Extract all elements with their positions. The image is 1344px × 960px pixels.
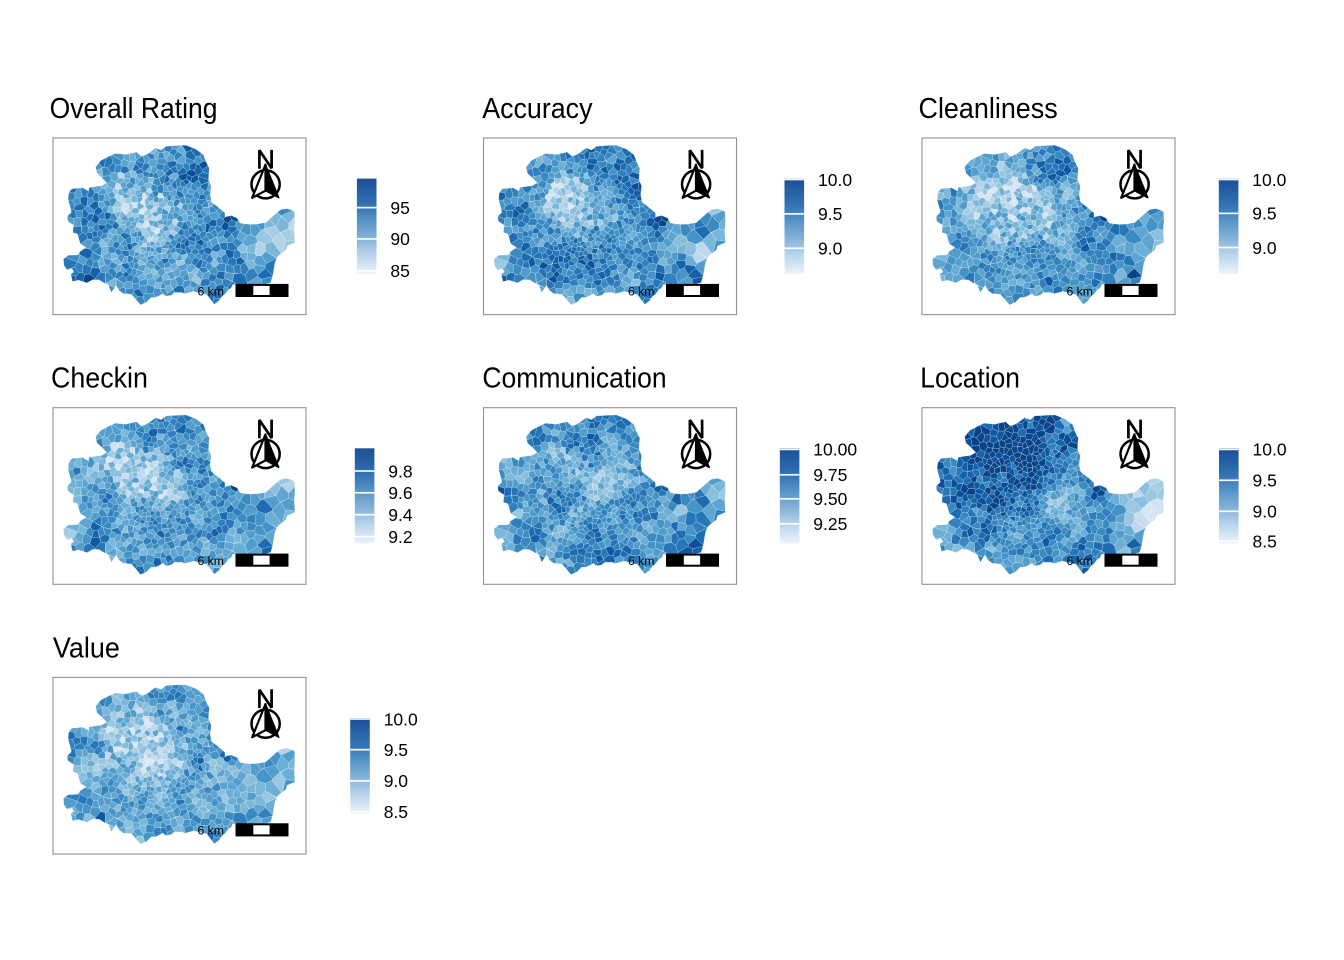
svg-text:Location: Location — [920, 363, 1020, 395]
svg-text:9.2: 9.2 — [388, 527, 412, 547]
svg-text:9.0: 9.0 — [1253, 502, 1278, 522]
svg-text:9.75: 9.75 — [813, 465, 847, 485]
svg-text:8.5: 8.5 — [1253, 532, 1277, 552]
svg-text:85: 85 — [390, 261, 409, 281]
svg-text:9.0: 9.0 — [818, 239, 843, 259]
svg-text:6 km: 6 km — [1066, 284, 1092, 298]
svg-text:9.50: 9.50 — [813, 489, 847, 509]
svg-text:6 km: 6 km — [197, 284, 223, 298]
svg-text:9.5: 9.5 — [818, 204, 842, 224]
svg-text:9.5: 9.5 — [384, 740, 408, 760]
svg-text:9.0: 9.0 — [1252, 238, 1277, 258]
svg-text:95: 95 — [390, 198, 409, 218]
svg-text:8.5: 8.5 — [384, 802, 408, 822]
svg-text:10.0: 10.0 — [1252, 170, 1286, 190]
svg-text:10.00: 10.00 — [813, 440, 857, 460]
svg-text:9.25: 9.25 — [813, 514, 847, 534]
svg-text:Accuracy: Accuracy — [482, 93, 593, 125]
svg-text:Cleanliness: Cleanliness — [919, 93, 1058, 125]
svg-text:6 km: 6 km — [628, 284, 654, 298]
svg-text:9.5: 9.5 — [1252, 204, 1276, 224]
svg-text:6 km: 6 km — [628, 554, 654, 568]
svg-text:6 km: 6 km — [197, 554, 223, 568]
svg-text:9.4: 9.4 — [388, 505, 413, 525]
svg-text:9.8: 9.8 — [388, 461, 412, 481]
svg-text:90: 90 — [390, 229, 410, 249]
svg-text:6 km: 6 km — [197, 824, 223, 838]
svg-text:10.0: 10.0 — [1253, 440, 1287, 460]
svg-text:9.6: 9.6 — [388, 483, 412, 503]
svg-text:10.0: 10.0 — [818, 170, 852, 190]
svg-text:6 km: 6 km — [1066, 554, 1092, 568]
svg-text:Overall Rating: Overall Rating — [50, 93, 218, 125]
svg-text:Checkin: Checkin — [51, 363, 148, 395]
svg-text:9.5: 9.5 — [1253, 471, 1277, 491]
svg-text:10.0: 10.0 — [384, 709, 418, 729]
svg-text:Value: Value — [53, 633, 120, 665]
svg-text:Communication: Communication — [482, 363, 666, 395]
svg-text:9.0: 9.0 — [384, 771, 409, 791]
